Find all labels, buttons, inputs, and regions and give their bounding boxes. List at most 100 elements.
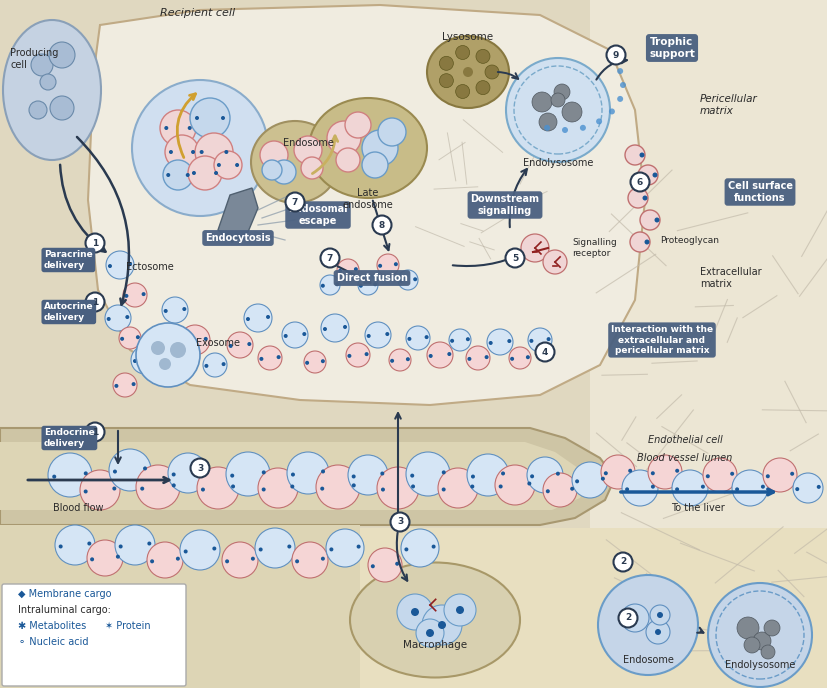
Circle shape [346, 343, 370, 367]
Circle shape [737, 617, 759, 639]
Circle shape [335, 282, 339, 286]
Circle shape [203, 337, 208, 341]
Circle shape [113, 469, 117, 473]
Circle shape [439, 74, 453, 87]
Circle shape [48, 453, 92, 497]
Circle shape [507, 339, 511, 343]
Circle shape [601, 455, 635, 489]
Circle shape [351, 484, 356, 487]
Text: Interaction with the
extracellular and
pericellular matrix: Interaction with the extracellular and p… [611, 325, 713, 355]
Circle shape [162, 297, 188, 323]
Circle shape [438, 621, 446, 629]
Circle shape [159, 358, 171, 370]
Circle shape [260, 141, 288, 169]
Circle shape [414, 277, 417, 281]
Circle shape [272, 160, 296, 184]
Circle shape [604, 471, 608, 475]
Circle shape [50, 96, 74, 120]
Circle shape [640, 210, 660, 230]
Circle shape [390, 359, 394, 363]
Circle shape [735, 487, 739, 491]
Circle shape [303, 332, 306, 336]
Text: Macrophage: Macrophage [403, 640, 467, 650]
Circle shape [195, 133, 233, 171]
Circle shape [406, 326, 430, 350]
Circle shape [204, 364, 208, 368]
Circle shape [266, 315, 270, 319]
Text: Downstream
signalling: Downstream signalling [471, 194, 539, 216]
Text: 1: 1 [92, 297, 98, 306]
Circle shape [133, 359, 137, 363]
Circle shape [625, 487, 629, 491]
Circle shape [176, 557, 180, 561]
Circle shape [199, 150, 203, 154]
Text: Endocrine
delivery: Endocrine delivery [44, 429, 95, 448]
Circle shape [262, 160, 282, 180]
Circle shape [650, 605, 670, 625]
Text: Endolysosome: Endolysosome [523, 158, 593, 168]
Circle shape [227, 332, 253, 358]
Circle shape [536, 343, 554, 361]
Circle shape [85, 233, 104, 252]
Ellipse shape [427, 36, 509, 108]
Circle shape [113, 373, 137, 397]
Circle shape [628, 188, 648, 208]
Circle shape [214, 171, 218, 175]
Circle shape [629, 469, 632, 473]
Circle shape [672, 470, 708, 506]
Circle shape [226, 452, 270, 496]
Circle shape [141, 486, 144, 491]
Circle shape [495, 465, 535, 505]
Circle shape [172, 473, 175, 477]
Circle shape [554, 84, 570, 100]
Text: 6: 6 [637, 178, 643, 186]
Circle shape [119, 327, 141, 349]
Circle shape [143, 466, 147, 471]
Circle shape [456, 45, 470, 59]
Text: Blood flow: Blood flow [53, 503, 103, 513]
Circle shape [572, 462, 608, 498]
Text: Endocytosis: Endocytosis [205, 233, 270, 243]
Circle shape [231, 484, 235, 488]
Circle shape [255, 528, 295, 568]
Circle shape [471, 484, 475, 488]
Circle shape [708, 583, 812, 687]
Circle shape [532, 92, 552, 112]
Circle shape [182, 307, 186, 311]
Circle shape [337, 259, 359, 281]
Circle shape [675, 487, 679, 491]
Circle shape [521, 234, 549, 262]
Text: Direct fusion: Direct fusion [337, 273, 408, 283]
Circle shape [404, 548, 409, 551]
Circle shape [354, 267, 358, 271]
Circle shape [442, 471, 446, 474]
Circle shape [463, 67, 473, 77]
Circle shape [505, 248, 524, 268]
Circle shape [172, 484, 176, 487]
Circle shape [764, 620, 780, 636]
Circle shape [556, 472, 560, 475]
Circle shape [544, 125, 550, 131]
Circle shape [186, 173, 189, 177]
Circle shape [378, 118, 406, 146]
Circle shape [365, 322, 391, 348]
Text: Blood vessel lumen: Blood vessel lumen [638, 453, 733, 463]
Circle shape [422, 605, 462, 645]
Circle shape [620, 82, 626, 88]
Circle shape [290, 484, 294, 488]
Text: ⚬ Nucleic acid: ⚬ Nucleic acid [18, 637, 88, 647]
Text: ✶ Protein: ✶ Protein [105, 621, 151, 631]
Circle shape [258, 346, 282, 370]
Circle shape [744, 637, 760, 653]
Circle shape [287, 544, 291, 548]
Circle shape [126, 315, 129, 319]
Circle shape [88, 541, 91, 546]
Circle shape [394, 262, 398, 266]
Circle shape [551, 93, 565, 107]
Circle shape [378, 264, 382, 268]
Circle shape [638, 165, 658, 185]
Circle shape [345, 112, 371, 138]
Circle shape [411, 484, 415, 488]
Text: 4: 4 [542, 347, 548, 356]
Circle shape [763, 458, 797, 492]
